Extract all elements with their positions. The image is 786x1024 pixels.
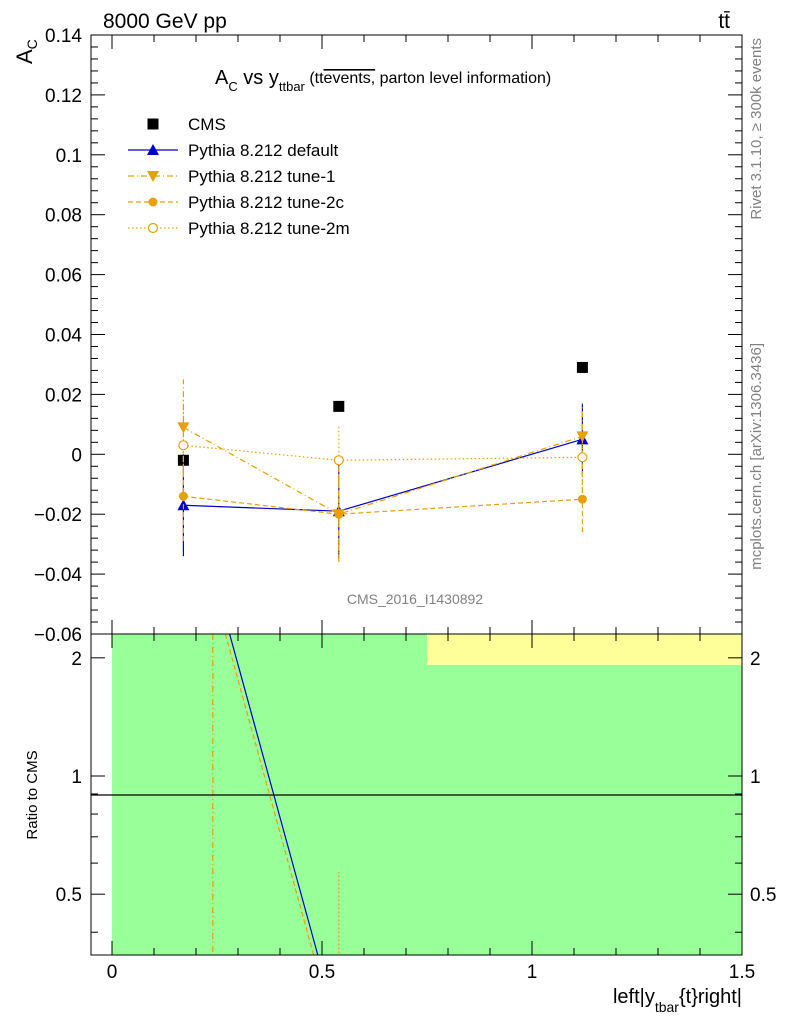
data-point <box>333 400 345 412</box>
ratio-y-tick-label: 2 <box>71 649 82 670</box>
data-point <box>178 491 188 501</box>
ratio-y-axis: 2 2 1 1 0.5 0.5 <box>56 649 776 933</box>
legend-marker <box>147 222 159 234</box>
data-point <box>334 509 344 519</box>
y-tick-label: 0.02 <box>45 385 82 406</box>
legend-marker <box>147 118 159 130</box>
series-line <box>183 426 583 515</box>
main-y-label: AC <box>12 39 40 64</box>
ratio-y-tick-label-right: 0.5 <box>750 885 776 906</box>
y-tick-label: 0.14 <box>45 26 82 47</box>
header-left: 8000 GeV pp <box>103 10 227 33</box>
ratio-y-tick-label: 0.5 <box>56 885 82 906</box>
legend-marker <box>147 171 159 182</box>
legend-entry: Pythia 8.212 default <box>128 141 339 160</box>
legend-label: CMS <box>188 115 226 134</box>
ratio-y-label: Ratio to CMS <box>24 750 41 839</box>
series-pythia-8-212-tune-2m <box>178 397 588 497</box>
main-y-axis: 0.14 0.12 0.1 0.08 0.06 0.04 0.02 0 −0.02 −0.04 −0… <box>34 26 742 646</box>
y-tick-label: 0.12 <box>45 86 82 107</box>
legend-entry: Pythia 8.212 tune-2c <box>128 193 344 212</box>
ratio-x-axis: 0 0.5 1 1.5 <box>107 634 755 983</box>
y-tick-label: 0.08 <box>45 206 82 227</box>
x-tick-label: 1 <box>527 962 538 983</box>
header-right: tt̄ <box>718 10 730 33</box>
series-pythia-8-212-tune-2c <box>178 451 587 560</box>
legend-entry: Pythia 8.212 tune-1 <box>128 167 335 186</box>
ratio-band <box>427 634 742 665</box>
legend-label: Pythia 8.212 tune-2c <box>188 193 344 212</box>
rivet-label: Rivet 3.1.10, ≥ 300k events <box>748 38 765 220</box>
y-tick-label: −0.06 <box>34 625 82 646</box>
y-tick-label: 0.1 <box>56 146 82 167</box>
series-pythia-8-212-default <box>177 403 589 560</box>
y-tick-label: 0.04 <box>45 326 82 347</box>
mcplots-label: mcplots.cern.ch [arXiv:1306.3436] <box>748 343 765 570</box>
data-point <box>178 440 189 451</box>
y-tick-label: −0.04 <box>34 565 83 586</box>
legend-label: Pythia 8.212 default <box>188 141 339 160</box>
ratio-x-label: left|ytbar{t}right| <box>613 986 742 1015</box>
x-tick-label: 0 <box>107 962 118 983</box>
y-tick-label: −0.02 <box>34 505 82 526</box>
ratio-y-tick-label: 1 <box>71 767 82 788</box>
y-tick-label: 0.06 <box>45 266 82 287</box>
legend-marker <box>148 197 158 207</box>
series-pythia-8-212-tune-1 <box>177 379 589 563</box>
legend-marker <box>147 144 159 155</box>
main-panel: 0.14 0.12 0.1 0.08 0.06 0.04 0.02 0 −0.02 −0.04 −0… <box>12 26 743 646</box>
data-point <box>577 494 587 504</box>
series-line <box>183 444 583 461</box>
legend-entry: Pythia 8.212 tune-2m <box>128 219 350 238</box>
data-point <box>576 361 588 373</box>
ratio-band <box>427 664 742 955</box>
x-tick-label: 1.5 <box>729 962 755 983</box>
y-tick-label: 0 <box>71 445 82 466</box>
ratio-y-tick-label-right: 2 <box>750 649 761 670</box>
legend-label: Pythia 8.212 tune-2m <box>188 219 350 238</box>
data-point <box>333 455 344 466</box>
main-x-ticks <box>111 35 743 634</box>
main-series-layer <box>177 361 589 563</box>
x-tick-label: 0.5 <box>309 962 335 983</box>
chart-title: AC vs yttbar (ttevents, parton level inf… <box>215 67 551 94</box>
legend-label: Pythia 8.212 tune-1 <box>188 167 335 186</box>
ratio-y-tick-label-right: 1 <box>750 767 761 788</box>
analysis-watermark: CMS_2016_I1430892 <box>347 591 483 607</box>
data-point <box>577 452 588 463</box>
series-line <box>183 495 583 515</box>
ratio-panel: 2 2 1 1 0.5 0.5 0 0.5 1 1.5 Ratio to CMS left|yt… <box>24 633 776 1015</box>
legend-entry: CMS <box>147 115 226 134</box>
legend: CMS Pythia 8.212 default Pythia 8.212 tune… <box>128 115 350 238</box>
ratio-plot-frame <box>90 633 743 956</box>
